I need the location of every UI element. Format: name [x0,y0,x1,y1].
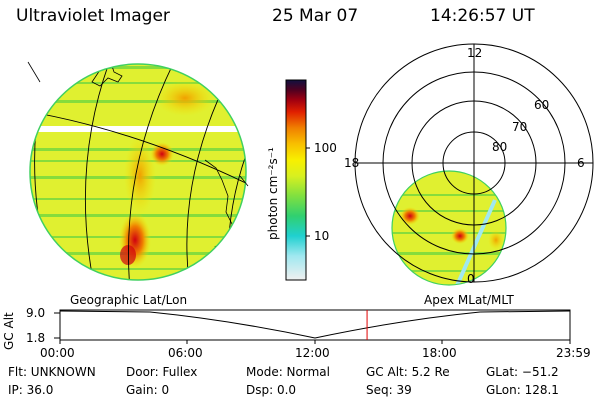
glat-info: GLat: −51.2 [486,365,559,379]
alt-tick-9: 9.0 [26,306,46,320]
time-tick-1200: 12:00 [295,346,330,360]
door-info: Door: Fullex [126,365,198,379]
mlt-18-label: 18 [344,156,360,170]
colorbar-unit: photon cm⁻²s⁻¹ [266,147,280,240]
date-label: 25 Mar 07 [272,6,359,26]
ip-info: IP: 36.0 [8,383,54,397]
mlt-0-label: 0 [467,272,475,286]
dsp-info: Dsp: 0.0 [246,383,297,397]
gain-info: Gain: 0 [126,383,170,397]
colorbar-tick-100: 100 [314,141,337,155]
alt-tick-1-8: 1.8 [26,331,46,345]
time-label: 14:26:57 UT [430,6,535,26]
geo-image [27,61,249,281]
filter-info: Flt: UNKNOWN [8,365,96,379]
instrument-title: Ultraviolet Imager [16,6,170,26]
mode-info: Mode: Normal [246,365,330,379]
altitude-axis-label: GC Alt [2,312,16,350]
altitude-plot [54,309,571,344]
geo-panel-title: Geographic Lat/Lon [70,293,188,307]
mlt-6-label: 6 [577,156,585,170]
lat-70-label: 70 [512,120,528,134]
polar-plot [354,43,594,286]
colorbar-tick-10: 10 [314,229,330,243]
gc-alt-info: GC Alt: 5.2 Re [366,365,450,379]
glon-info: GLon: 128.1 [486,383,559,397]
lat-80-label: 80 [492,140,508,154]
apex-panel-title: Apex MLat/MLT [424,293,514,307]
lat-60-label: 60 [534,98,550,112]
time-tick-2359: 23:59 [556,346,591,360]
time-tick-1800: 18:00 [422,346,457,360]
time-tick-0600: 06:00 [168,346,203,360]
color-bar [285,79,310,281]
seq-info: Seq: 39 [366,383,412,397]
time-tick-0000: 00:00 [40,346,75,360]
mlt-12-label: 12 [467,46,483,60]
